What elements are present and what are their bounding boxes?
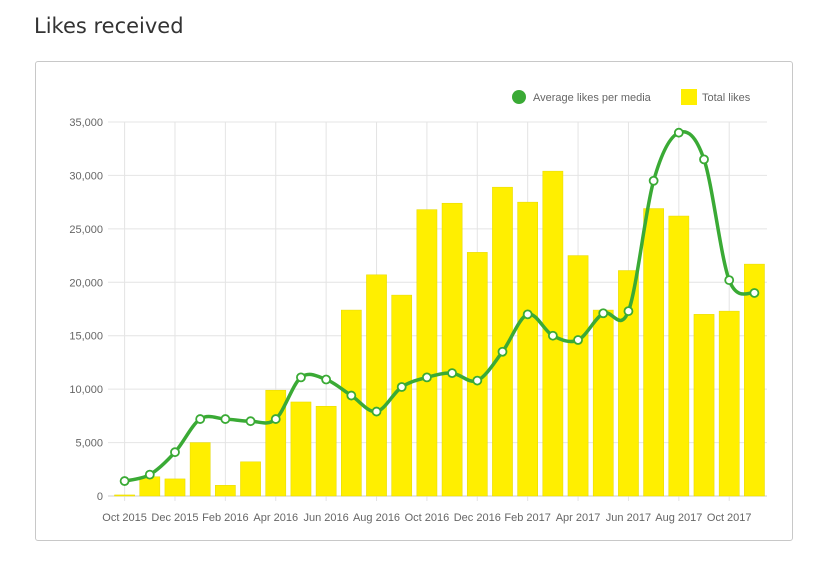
y-tick-label: 25,000	[69, 224, 103, 236]
chart-card	[35, 61, 793, 541]
x-tick-label: Dec 2016	[454, 512, 501, 524]
point-average-likes[interactable]	[422, 372, 432, 383]
x-tick-label: Aug 2016	[353, 512, 400, 524]
point-average-likes[interactable]	[749, 288, 760, 298]
bar-total-likes[interactable]	[693, 314, 715, 497]
bar-total-likes[interactable]	[215, 485, 236, 497]
point-average-likes[interactable]	[119, 476, 130, 486]
legend-item-total[interactable]: Total likes	[681, 89, 751, 105]
x-tick-label: Dec 2015	[151, 512, 198, 524]
point-average-likes[interactable]	[673, 127, 684, 138]
point-average-likes[interactable]	[447, 368, 457, 379]
bar-total-likes[interactable]	[618, 270, 639, 497]
point-average-likes[interactable]	[220, 414, 231, 424]
y-tick-label: 35,000	[69, 117, 103, 129]
bar-total-likes[interactable]	[718, 310, 740, 497]
bar-total-likes[interactable]	[592, 309, 614, 497]
x-tick-label: Aug 2017	[655, 512, 702, 524]
bar-total-likes[interactable]	[416, 209, 438, 497]
point-average-likes[interactable]	[522, 309, 533, 320]
bar-total-likes[interactable]	[189, 442, 211, 497]
line-series	[119, 127, 760, 486]
x-tick-label: Jun 2017	[606, 512, 651, 524]
point-average-likes[interactable]	[396, 382, 407, 392]
point-average-likes[interactable]	[472, 375, 483, 386]
point-average-likes[interactable]	[270, 414, 281, 424]
x-tick-label: Oct 2015	[102, 512, 147, 524]
point-average-likes[interactable]	[547, 330, 558, 341]
bar-total-likes[interactable]	[668, 215, 690, 497]
x-tick-label: Oct 2017	[707, 512, 752, 524]
bar-total-likes[interactable]	[114, 494, 135, 497]
legend-swatch-total	[681, 89, 697, 105]
point-average-likes[interactable]	[371, 406, 382, 417]
y-tick-label: 0	[97, 491, 103, 503]
axis-labels: 0 5,000 10,000 15,000 20,000 25,000 30,000 35,0…	[69, 117, 751, 524]
point-average-likes[interactable]	[170, 447, 180, 458]
x-tick-label: Apr 2017	[556, 512, 601, 524]
bar-total-likes[interactable]	[744, 263, 765, 497]
point-average-likes[interactable]	[598, 308, 609, 319]
bar-total-likes[interactable]	[265, 389, 287, 497]
bar-total-likes[interactable]	[290, 401, 312, 497]
x-tick-label: Jun 2016	[304, 512, 349, 524]
x-tick-label: Feb 2017	[504, 512, 550, 524]
y-tick-label: 10,000	[69, 384, 103, 396]
bar-total-likes[interactable]	[567, 255, 589, 497]
bar-total-likes[interactable]	[139, 476, 161, 497]
legend: Average likes per media Total likes	[512, 89, 751, 105]
point-average-likes[interactable]	[573, 335, 583, 345]
legend-swatch-average	[512, 90, 526, 104]
point-average-likes[interactable]	[195, 414, 206, 424]
point-average-likes[interactable]	[623, 306, 634, 317]
legend-label-average: Average likes per media	[533, 92, 652, 104]
bar-total-likes[interactable]	[643, 208, 664, 497]
y-tick-label: 30,000	[69, 170, 103, 182]
point-average-likes[interactable]	[245, 416, 256, 427]
point-average-likes[interactable]	[648, 175, 659, 186]
point-average-likes[interactable]	[724, 275, 735, 286]
bar-series	[114, 170, 765, 497]
legend-label-total: Total likes	[702, 92, 751, 104]
point-average-likes[interactable]	[497, 346, 508, 357]
y-tick-label: 15,000	[69, 331, 103, 343]
bar-total-likes[interactable]	[441, 202, 463, 497]
y-tick-label: 20,000	[69, 277, 103, 289]
x-tick-label: Apr 2016	[253, 512, 298, 524]
x-tick-label: Oct 2016	[405, 512, 450, 524]
legend-item-average[interactable]: Average likes per media	[512, 90, 652, 104]
bar-total-likes[interactable]	[517, 201, 538, 497]
point-average-likes[interactable]	[296, 372, 306, 383]
y-tick-label: 5,000	[75, 438, 103, 450]
point-average-likes[interactable]	[699, 154, 709, 165]
page-title: Likes received	[34, 14, 184, 38]
point-average-likes[interactable]	[321, 374, 332, 385]
bar-total-likes[interactable]	[240, 461, 261, 497]
point-average-likes[interactable]	[346, 390, 357, 401]
bar-total-likes[interactable]	[366, 274, 387, 497]
x-tick-label: Feb 2016	[202, 512, 248, 524]
bar-total-likes[interactable]	[492, 186, 513, 497]
bar-total-likes[interactable]	[164, 478, 186, 497]
point-average-likes[interactable]	[144, 469, 155, 480]
bar-total-likes[interactable]	[315, 405, 337, 497]
